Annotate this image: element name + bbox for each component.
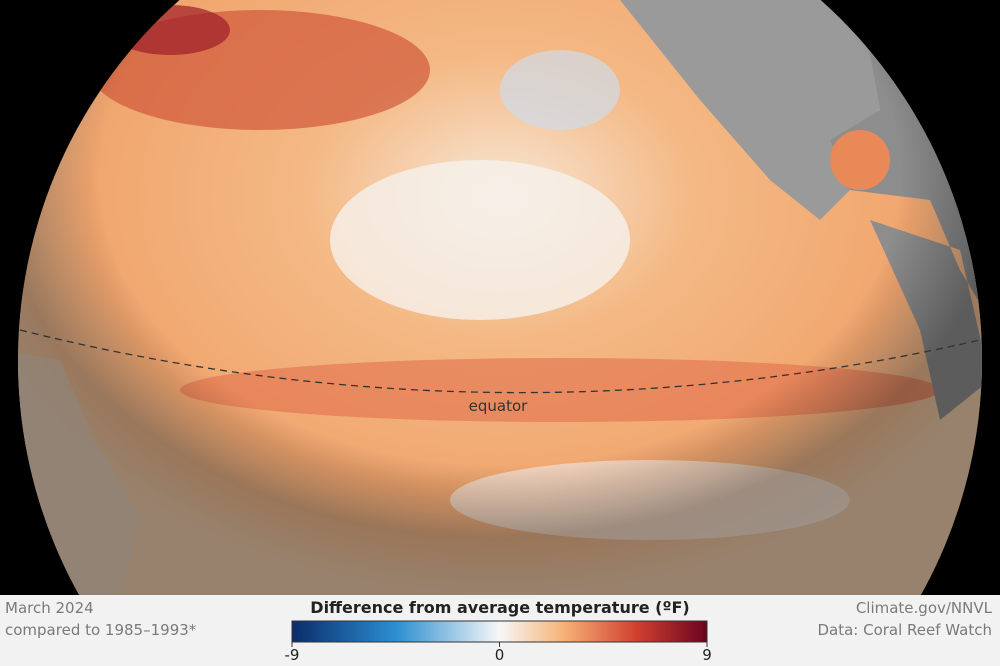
credit: Climate.gov/NNVL [856,599,993,617]
colorbar-tick-label: 0 [495,646,505,664]
colorbar [291,620,708,643]
colorbar-tick-label: -9 [285,646,300,664]
baseline: compared to 1985–1993* [5,621,197,639]
globe [18,0,982,595]
equator-label: equator [469,397,529,415]
colorbar-tick-label: 9 [702,646,712,664]
equator-line [19,329,981,394]
legend-title: Difference from average temperature (ºF) [310,598,689,617]
date: March 2024 [5,599,94,617]
source: Data: Coral Reef Watch [817,621,992,639]
